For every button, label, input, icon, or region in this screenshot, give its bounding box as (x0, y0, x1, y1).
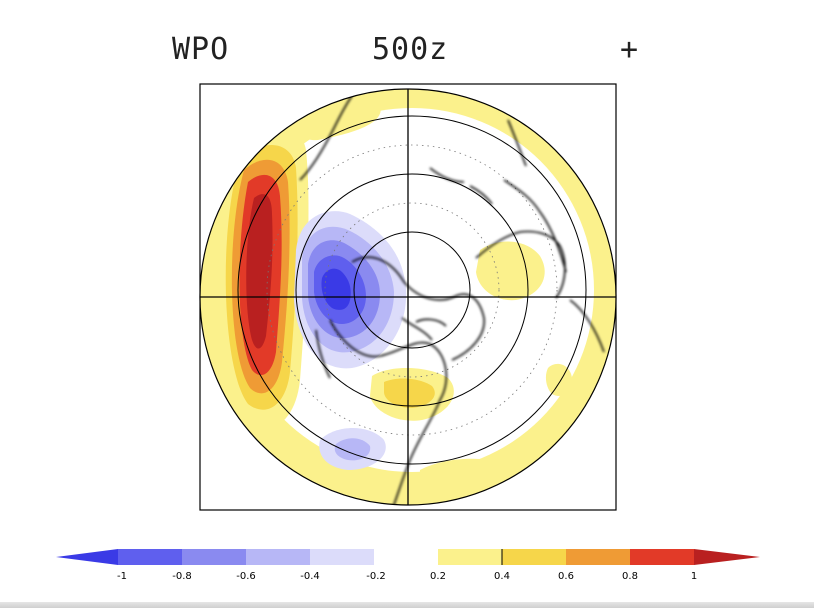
colorbar-label-neg-04: -0.4 (300, 571, 320, 582)
coast-europe (475, 230, 566, 299)
colorbar-label-pos-02: 0.2 (430, 571, 446, 582)
colorbar-swatch-pos-04 (502, 549, 566, 565)
colorbar-swatch-neg-02 (310, 549, 374, 565)
colorbar-label-pos-04: 0.4 (494, 571, 510, 582)
positive-patch-north-america-inner (384, 378, 435, 408)
colorbar-swatch-neg-08 (118, 549, 182, 565)
index-title: WPO (172, 32, 230, 67)
colorbar-label-neg-08: -0.8 (172, 571, 192, 582)
coast-north-america-west (329, 319, 448, 505)
colorbar-label-pos-08: 0.8 (622, 571, 638, 582)
colorbar-swatch-neg-04 (246, 549, 310, 565)
coast-africa-north (507, 119, 527, 167)
negative-patch-south-inner (334, 438, 371, 461)
latitude-circle-50 (295, 173, 529, 407)
latitude-circle-30 (237, 115, 587, 465)
latitude-dotted-40 (266, 144, 558, 436)
coast-siberia (429, 167, 493, 205)
colorbar-label-neg-02: -0.2 (366, 571, 386, 582)
coast-asia-south (569, 299, 605, 353)
colorbar: -1 -0.8 -0.6 -0.4 -0.2 0.2 0.4 0.6 0.8 1 (56, 549, 760, 582)
coast-scandinavia (503, 179, 567, 273)
map-disk-edge (199, 88, 617, 506)
window-bottom-edge (0, 602, 814, 608)
field-title: 500z (372, 32, 449, 67)
coastlines (299, 95, 605, 505)
colorbar-label-neg-1: -1 (117, 571, 127, 582)
negative-lobe-1 (321, 268, 351, 310)
latitude-circle-70 (353, 231, 471, 349)
colorbar-swatch-pos-06 (566, 549, 630, 565)
colorbar-swatch-pos-02 (438, 549, 502, 565)
latitude-dotted-60 (324, 202, 500, 378)
coast-hudson-bay (401, 317, 447, 341)
coast-aleutians (315, 329, 331, 379)
coast-asia-east (299, 95, 353, 181)
phase-title: + (620, 32, 640, 67)
colorbar-label-pos-06: 0.6 (558, 571, 574, 582)
anomaly-fill (200, 89, 616, 505)
colorbar-arrow-right (694, 549, 760, 565)
positive-lobe-1 (246, 194, 273, 349)
colorbar-swatch-pos-08 (630, 549, 694, 565)
colorbar-label-neg-06: -0.6 (236, 571, 256, 582)
colorbar-swatch-neg-06 (182, 549, 246, 565)
colorbar-arrow-left (56, 549, 118, 565)
colorbar-label-pos-1: 1 (691, 571, 697, 582)
coast-north-america-arctic (351, 256, 485, 361)
